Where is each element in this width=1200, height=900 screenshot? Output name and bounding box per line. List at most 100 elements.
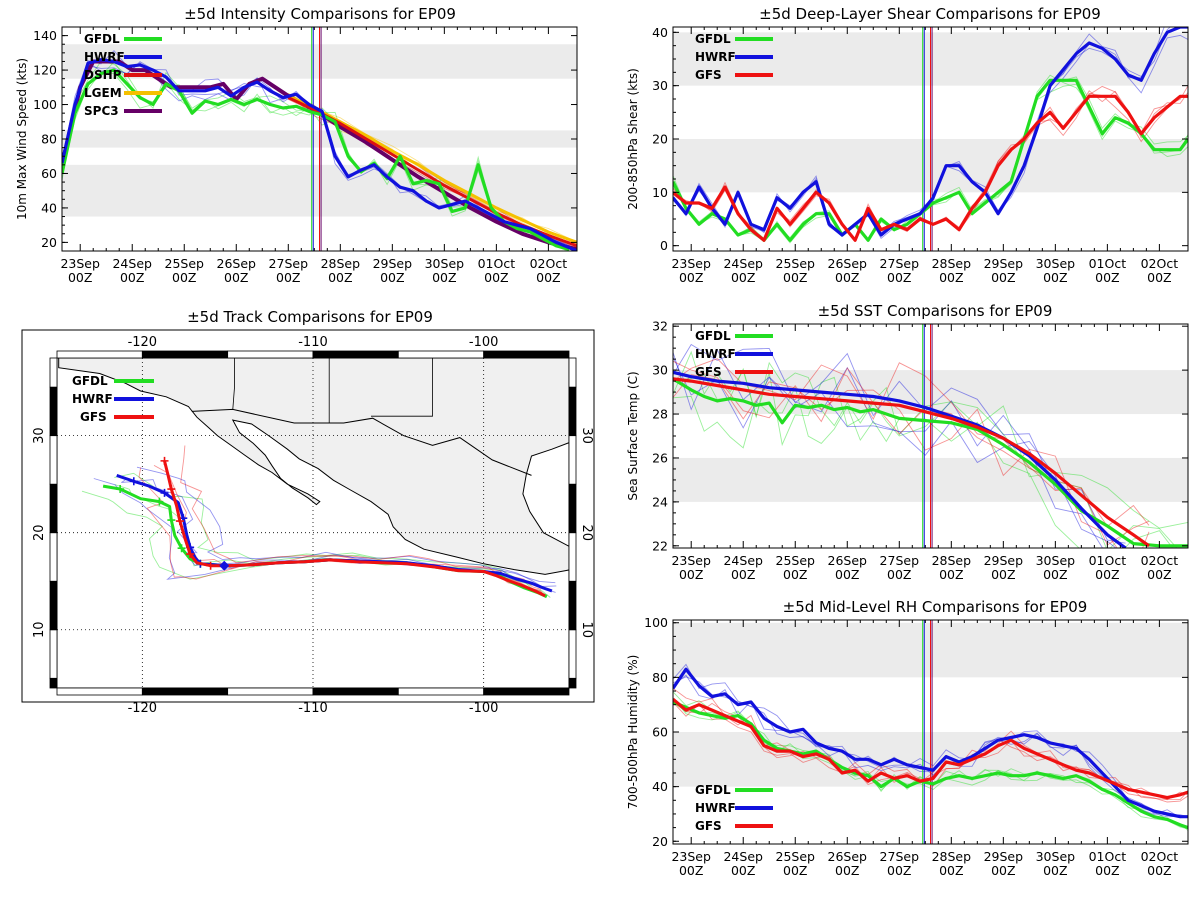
shear-xtick-hour-label: 00Z [1095,270,1119,285]
track-ensemble-line [180,445,542,590]
sst-xtick-day-label: 30Sep [1036,553,1076,568]
sst-xtick-hour-label: 00Z [783,567,807,582]
track-lon-label: -110 [298,701,328,716]
sst-ensemble-line [673,350,1188,529]
track-lat-label: 20 [32,524,47,541]
track-fix-marker [177,544,186,553]
track-border-bar [397,350,485,359]
rh-xtick-day-label: 26Sep [828,849,868,864]
intensity-xtick-day-label: 26Sep [217,256,257,271]
track-fix-marker [186,550,195,559]
track-border-bar [568,435,577,485]
track-legend-label: GFS [80,410,107,424]
sst-xtick-day-label: 23Sep [671,553,711,568]
rh-xtick-day-label: 28Sep [932,849,972,864]
sst-xtick-day-label: 29Sep [984,553,1024,568]
us-mexico-border [191,408,532,476]
track-border-bar [568,532,577,582]
intensity-xtick-day-label: 30Sep [425,256,465,271]
track-border-bar [49,580,58,631]
rh-xtick-hour-label: 00Z [939,863,963,878]
track-border-bar [227,687,314,696]
track-legend-label: HWRF [72,392,113,406]
shear-ytick-label: 0 [660,238,668,253]
rh-legend-label: HWRF [695,801,736,815]
shear-xtick-day-label: 29Sep [984,256,1024,271]
sst-legend-label: GFS [695,365,722,379]
track-ensemble-line [114,472,548,589]
shear-xtick-hour-label: 00Z [731,270,755,285]
sst-legend-label: GFDL [695,329,731,343]
rh-xtick-hour-label: 00Z [1043,863,1067,878]
intensity-xtick-day-label: 29Sep [373,256,413,271]
intensity-xtick-hour-label: 00Z [120,270,144,285]
intensity-ytick-label: 100 [33,97,57,112]
sst-xtick-hour-label: 00Z [939,567,963,582]
intensity-xtick-hour-label: 00Z [68,270,92,285]
sst-xtick-day-label: 26Sep [828,553,868,568]
shear-xtick-hour-label: 00Z [1043,270,1067,285]
intensity-legend-label: DSHP [84,68,122,82]
track-ensemble-line [136,466,556,584]
rh-xtick-hour-label: 00Z [783,863,807,878]
intensity-series-hwrf [62,58,577,251]
sst-ensemble-line [673,367,1178,548]
rh-ytick-label: 60 [652,725,668,740]
rh-ensemble-line [673,674,1188,818]
sst-ensemble-line [673,343,1126,544]
shear-series-hwrf [673,27,1188,237]
sst-ytick-label: 30 [652,363,668,378]
intensity-ylabel: 10m Max Wind Speed (kts) [15,58,29,220]
track-border-bar [141,687,229,696]
shear-xtick-day-label: 30Sep [1036,256,1076,271]
rh-xtick-day-label: 25Sep [776,849,816,864]
rh-series-gfdl [673,700,1188,830]
shear-ytick-label: 10 [652,185,668,200]
rh-xtick-day-label: 24Sep [723,849,763,864]
rh-ytick-label: 40 [652,779,668,794]
sst-ytick-label: 26 [652,450,668,465]
intensity-ytick-label: 20 [41,235,57,250]
sst-xtick-hour-label: 00Z [835,567,859,582]
sst-legend-label: HWRF [695,347,736,361]
rh-legend-label: GFS [695,819,722,833]
track-border-bar [568,677,577,689]
shear-panel: ±5d Deep-Layer Shear Comparisons for EP0… [626,5,1189,285]
intensity-ytick-label: 80 [41,132,57,147]
intensity-xtick-hour-label: 00Z [484,270,508,285]
track-border-bar [56,350,143,359]
rh-title: ±5d Mid-Level RH Comparisons for EP09 [783,598,1088,616]
shear-ytick-label: 30 [652,78,668,93]
shear-xtick-day-label: 23Sep [671,256,711,271]
land-mass [58,358,569,575]
sst-xtick-hour-label: 00Z [1147,567,1171,582]
track-fix-marker [167,516,176,525]
intensity-ytick-label: 60 [41,166,57,181]
track-border-bar [49,483,58,534]
track-border-bar [49,357,58,388]
shear-xtick-day-label: 26Sep [828,256,868,271]
track-border-bar [49,435,58,485]
sst-ytick-label: 24 [652,494,668,509]
track-lon-label: -100 [469,335,499,350]
rh-xtick-hour-label: 00Z [887,863,911,878]
track-border-bar [397,687,485,696]
track-border-bar [49,386,58,437]
track-fix-marker [175,517,184,526]
sst-xtick-day-label: 02Oct [1141,553,1179,568]
track-lon-label: -110 [298,335,328,350]
intensity-ytick-label: 140 [33,28,57,43]
track-border-bar [568,483,577,534]
rh-xtick-day-label: 27Sep [880,849,920,864]
intensity-xtick-day-label: 27Sep [269,256,309,271]
track-fix-marker [206,561,215,570]
track-border-bar [568,357,577,388]
intensity-xtick-day-label: 28Sep [321,256,361,271]
intensity-series-gfdl [62,68,570,251]
shear-ytick-label: 20 [652,132,668,147]
sst-ensemble-line [673,386,1174,548]
intensity-legend-label: HWRF [84,50,125,64]
track-lat-label: 20 [579,524,594,541]
rh-legend-label: GFDL [695,783,731,797]
sst-panel: ±5d SST Comparisons for EP09 22 24 26 28 30 3… [626,302,1189,582]
